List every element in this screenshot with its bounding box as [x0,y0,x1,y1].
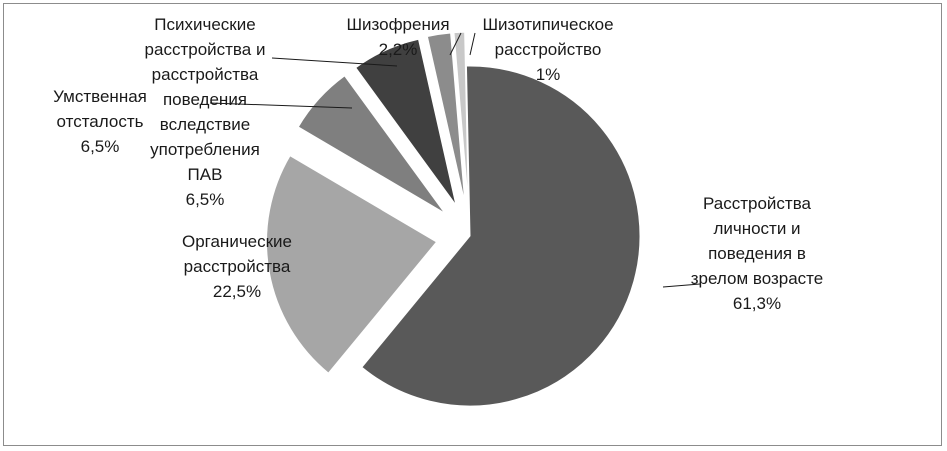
leader-lines [209,32,701,288]
data-label-line: поведения [163,90,247,109]
data-label-line: Шизотипическое [482,15,613,34]
data-label-line: Психические [154,15,255,34]
data-label-line: Органические [182,232,292,251]
data-label-value: 61,3% [733,294,781,313]
pie-slices [266,31,641,407]
pie-slice-4 [355,38,457,206]
data-label-2: Органические расстройства 22,5% [182,232,292,301]
data-label-line: отсталость [57,112,144,131]
data-label-5: Шизофрения 2,2% [346,15,449,59]
data-label-1: Расстройства личности и поведения в зрелом … [691,194,823,313]
data-label-line: зрелом возрасте [691,269,823,288]
leader-line-4 [271,57,398,67]
data-label-value: 22,5% [213,282,261,301]
pie-slice-3 [297,75,446,214]
data-label-line: поведения в [708,244,806,263]
data-label-line: вследствие [160,115,251,134]
data-label-value: 6,5% [81,137,120,156]
data-label-line: Шизофрения [346,15,449,34]
pie-slice-1 [361,65,641,407]
leader-line-4-b [209,102,353,109]
data-label-line: расстройства [152,65,259,84]
pie-slice-2 [266,155,438,374]
data-label-line: расстройство [495,40,602,59]
leader-line-5 [449,32,462,56]
data-label-value: 6,5% [186,190,225,209]
data-label-3: Умственная отсталость 6,5% [53,87,147,156]
data-label-6: Шизотипическое расстройство 1% [482,15,613,84]
data-label-line: расстройства и [145,40,266,59]
data-label-line: Расстройства [703,194,812,213]
data-label-line: Умственная [53,87,147,106]
data-label-4: Психические расстройства и расстройства пов… [145,15,266,209]
leader-line-1 [662,283,701,288]
data-label-line: ПАВ [188,165,223,184]
slice-labels: Расстройства личности и поведения в зрелом … [53,15,823,313]
leader-line-6 [469,32,476,56]
data-label-line: личности и [713,219,800,238]
pie-slice-6 [453,31,469,203]
data-label-line: расстройства [184,257,291,276]
data-label-value: 1% [536,65,561,84]
data-label-line: употребления [150,140,260,159]
data-label-value: 2,2% [379,40,418,59]
pie-slice-5 [426,32,466,203]
